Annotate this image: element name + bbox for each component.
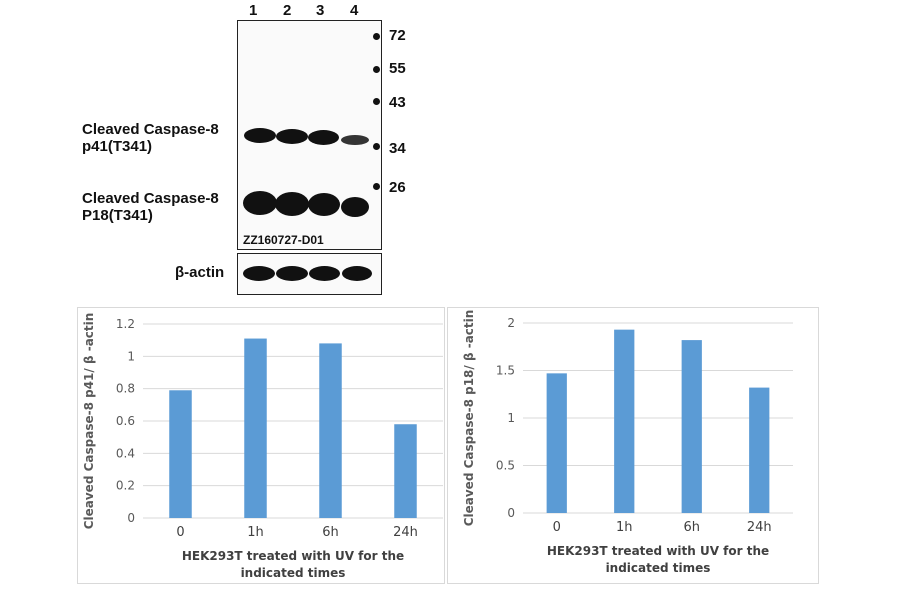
- y-tick-label: 1.2: [116, 317, 135, 331]
- bar-chart-p18: 0 0.5 1 1.5 2 0 1h 6h 24h Cleaved Caspase-8 p18/ …: [462, 310, 793, 575]
- marker-label: 55: [389, 60, 406, 77]
- bar-chart-p41: 0 0.2 0.4 0.6 0.8 1 1.2 0 1h 6h 24h Cleaved Caspase…: [82, 313, 443, 580]
- p41-band: [341, 135, 369, 145]
- p18-band: [308, 193, 340, 216]
- marker-label: 72: [389, 27, 406, 44]
- p18-band-label: Cleaved Caspase-8 P18(T341): [82, 190, 219, 224]
- actin-band: [309, 266, 340, 281]
- actin-band: [243, 266, 275, 281]
- p18-band: [275, 192, 309, 216]
- chart-panel-p18: 0 0.5 1 1.5 2 0 1h 6h 24h Cleaved Caspase-8 p18/ …: [447, 307, 819, 584]
- actin-band: [276, 266, 308, 281]
- x-tick-label: 1h: [616, 520, 633, 535]
- x-tick-label: 24h: [393, 525, 418, 540]
- p41-band: [244, 128, 276, 143]
- p41-band-label: Cleaved Caspase-8 p41(T341): [82, 121, 219, 155]
- marker-tick: [373, 98, 380, 105]
- main-blot-membrane: ZZ160727-D01: [237, 20, 382, 250]
- chart-panel-p41: 0 0.2 0.4 0.6 0.8 1 1.2 0 1h 6h 24h Cleaved Caspase…: [77, 307, 445, 584]
- y-tick-label: 1: [507, 411, 515, 425]
- p41-band: [308, 130, 339, 145]
- marker-tick: [373, 183, 380, 190]
- y-tick-label: 1.5: [496, 364, 515, 378]
- marker-label: 43: [389, 94, 406, 111]
- y-tick-label: 0: [507, 506, 515, 520]
- lane-label: 2: [283, 2, 292, 19]
- x-tick-label: 0: [176, 525, 184, 540]
- lane-label: 1: [249, 2, 258, 19]
- x-axis-label: indicated times: [606, 561, 711, 575]
- p18-band: [341, 197, 369, 217]
- y-tick-label: 0.2: [116, 479, 135, 493]
- x-axis-label: HEK293T treated with UV for the: [547, 544, 769, 558]
- x-axis-label: indicated times: [241, 566, 346, 580]
- marker-tick: [373, 143, 380, 150]
- x-tick-label: 6h: [683, 520, 700, 535]
- p18-band: [243, 191, 277, 215]
- bar: [614, 329, 635, 513]
- y-tick-label: 0.8: [116, 382, 135, 396]
- marker-tick: [373, 33, 380, 40]
- bar: [681, 340, 702, 513]
- y-tick-label: 2: [507, 316, 515, 330]
- y-tick-label: 1: [127, 349, 135, 363]
- x-tick-label: 6h: [322, 525, 339, 540]
- bar: [319, 343, 342, 518]
- x-axis-label: HEK293T treated with UV for the: [182, 549, 404, 563]
- bar: [749, 387, 770, 513]
- x-tick-label: 0: [553, 520, 561, 535]
- western-blot-figure: 1 2 3 4 ZZ160727-D01 72 55 43 34 26 Clea…: [82, 2, 406, 295]
- x-tick-label: 1h: [247, 525, 264, 540]
- p41-band: [276, 129, 308, 144]
- marker-tick: [373, 66, 380, 73]
- bar: [546, 373, 567, 513]
- lane-label: 4: [350, 2, 359, 19]
- x-tick-label: 24h: [747, 520, 772, 535]
- actin-blot-membrane: [237, 253, 382, 295]
- y-tick-label: 0.6: [116, 414, 135, 428]
- y-tick-label: 0: [127, 511, 135, 525]
- marker-label: 26: [389, 179, 406, 196]
- lane-label: 3: [316, 2, 325, 19]
- actin-label: β-actin: [175, 264, 225, 281]
- y-tick-label: 0.4: [116, 446, 135, 460]
- band-label-line: Cleaved Caspase-8: [82, 190, 219, 207]
- bar: [394, 424, 417, 518]
- band-label-line: p41(T341): [82, 138, 153, 155]
- bar: [169, 390, 192, 518]
- bar: [244, 338, 267, 518]
- y-tick-label: 0.5: [496, 459, 515, 473]
- y-axis-label: Cleaved Caspase-8 p18/ β -actin: [462, 310, 476, 527]
- marker-label: 34: [389, 140, 406, 157]
- band-label-line: P18(T341): [82, 207, 153, 224]
- y-axis-label: Cleaved Caspase-8 p41/ β -actin: [82, 313, 96, 530]
- catalog-number: ZZ160727-D01: [243, 233, 324, 247]
- actin-band: [342, 266, 372, 281]
- band-label-line: Cleaved Caspase-8: [82, 121, 219, 138]
